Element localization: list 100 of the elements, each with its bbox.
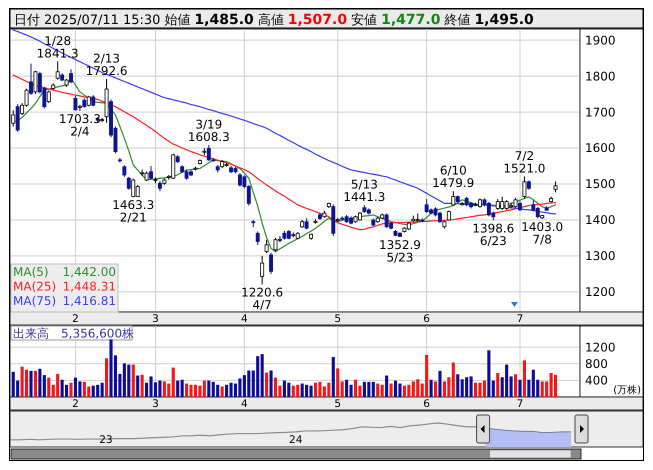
bar <box>332 357 335 397</box>
bar <box>514 374 518 397</box>
candlestick <box>33 70 38 95</box>
candlestick <box>131 178 136 198</box>
line-series <box>12 29 556 214</box>
x-tick-label: 4 <box>241 313 248 325</box>
candlestick <box>554 180 558 193</box>
bar <box>132 364 135 397</box>
annotation: 6/10 1479.9 <box>432 164 474 190</box>
bar <box>345 380 348 397</box>
bar <box>376 384 380 397</box>
bar <box>482 380 486 397</box>
candlestick <box>496 198 500 210</box>
candlestick <box>500 196 504 210</box>
x-tick-label: 24 <box>289 434 303 446</box>
bar <box>496 373 500 397</box>
bar <box>149 376 153 397</box>
candlestick <box>91 94 96 107</box>
bar <box>229 382 233 397</box>
bar <box>390 384 393 397</box>
candlestick <box>158 180 162 192</box>
x-tick-label: 7 <box>516 398 524 410</box>
candlestick <box>264 239 269 254</box>
bar <box>140 374 144 397</box>
bar <box>202 380 206 397</box>
bar <box>372 382 375 397</box>
y-tick-label: 400 <box>585 374 608 388</box>
bar <box>109 339 113 397</box>
x-tick-label: 2 <box>72 313 79 325</box>
x-tick-label: 6 <box>423 398 430 410</box>
y-tick-label: 1800 <box>585 69 616 84</box>
bar <box>474 382 478 397</box>
annotation: 1398.6 6/23 <box>472 221 514 248</box>
x-tick-label: 3 <box>152 398 159 410</box>
bar <box>12 372 15 397</box>
y-axis-title: (万株) <box>613 384 642 396</box>
bar <box>314 382 318 397</box>
candlestick <box>518 200 522 212</box>
annotation: 5/13 1441.3 <box>343 178 386 204</box>
y-tick-label: 1200 <box>585 285 616 300</box>
annotation: 3/19 1608.3 <box>188 118 230 144</box>
annotation: 1,448.31 <box>62 280 116 294</box>
candlestick <box>256 230 260 246</box>
bar <box>438 370 442 397</box>
bar <box>554 374 558 397</box>
y-tick-label: 1200 <box>585 340 616 354</box>
candlestick <box>82 98 86 108</box>
candlestick <box>69 68 73 84</box>
x-tick-label: 23 <box>99 434 113 446</box>
bar <box>318 382 322 397</box>
candlestick <box>424 198 429 214</box>
y-tick-label: 1700 <box>585 105 616 120</box>
bar <box>540 381 544 397</box>
bar <box>269 370 273 397</box>
candlestick <box>304 218 309 230</box>
bar <box>189 384 193 397</box>
bar <box>20 366 24 397</box>
bar <box>327 382 330 397</box>
annotation: 1220.6 4/7 <box>241 285 284 312</box>
bar <box>60 380 64 397</box>
bar <box>518 380 522 397</box>
bar <box>69 382 73 397</box>
bar <box>78 381 82 397</box>
x-tick-label: 5 <box>334 398 342 410</box>
candlestick <box>126 176 131 190</box>
bar <box>274 378 278 397</box>
candlestick <box>526 180 531 190</box>
candlestick <box>536 206 540 219</box>
candlestick <box>464 196 469 207</box>
candlestick <box>56 60 60 80</box>
candlestick <box>16 104 20 132</box>
bar <box>105 358 108 397</box>
text: MA(5) <box>13 265 49 279</box>
bar <box>158 380 162 397</box>
bar <box>194 384 198 397</box>
bar <box>394 380 398 397</box>
bar <box>185 384 188 397</box>
bar <box>336 368 340 397</box>
bar <box>398 384 402 397</box>
bar <box>176 380 180 397</box>
annotation: 7/2 1521.0 <box>503 148 546 176</box>
candlestick <box>29 63 33 96</box>
candlestick <box>451 190 456 206</box>
candlestick <box>149 166 153 180</box>
x-tick-label: 4 <box>241 398 248 410</box>
bar <box>385 376 388 397</box>
candlestick <box>122 164 126 178</box>
bar <box>74 378 78 397</box>
y-tick-label: 1500 <box>585 177 616 192</box>
text: MA(75) <box>13 294 56 308</box>
y-tick-label: 1600 <box>585 141 616 156</box>
candlestick <box>260 255 264 285</box>
bar <box>87 386 90 397</box>
annotation: 1,416.81 <box>62 294 116 308</box>
candlestick <box>86 95 91 107</box>
x-tick-label: 5 <box>334 313 342 325</box>
bar <box>265 372 268 397</box>
bar <box>220 386 224 397</box>
x-tick-label: 6 <box>423 313 430 325</box>
bar <box>434 381 438 397</box>
